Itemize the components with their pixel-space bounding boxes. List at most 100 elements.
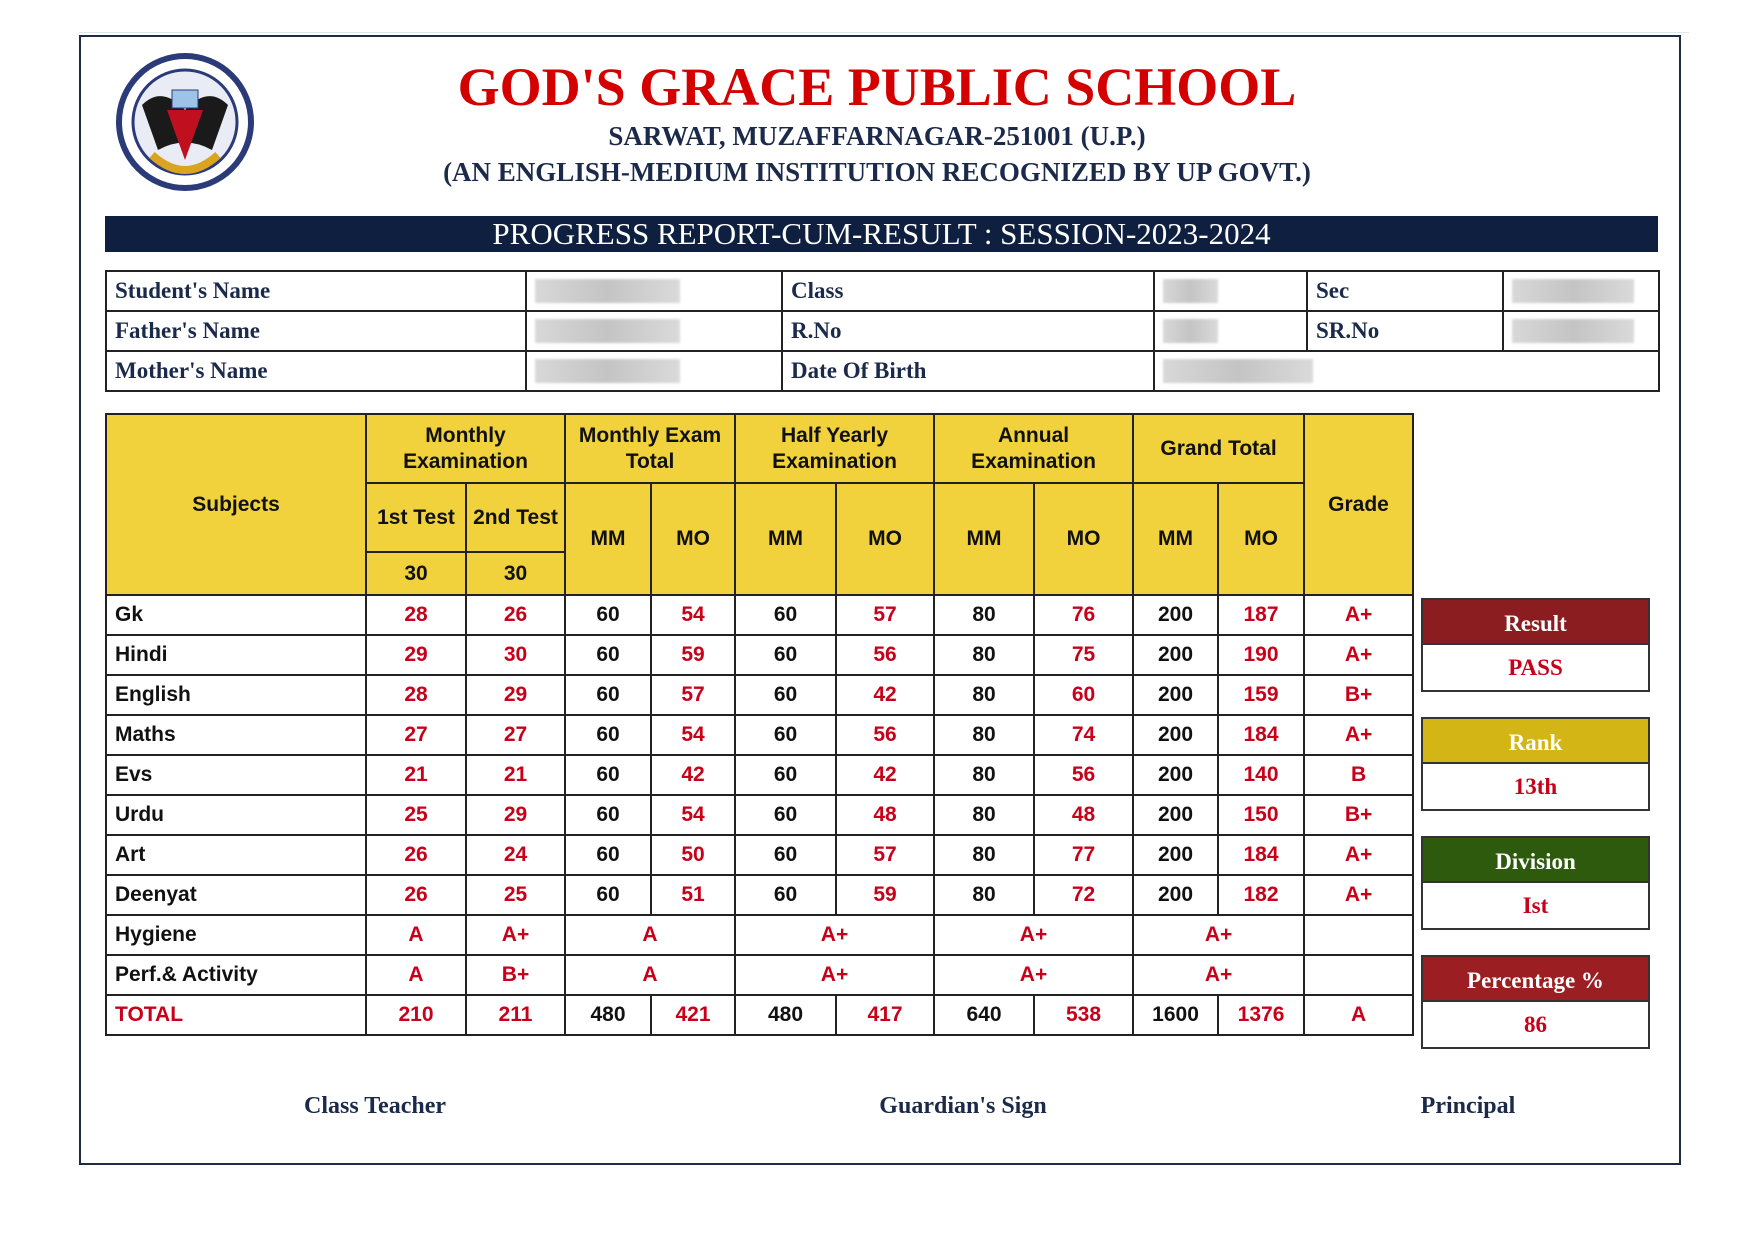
header-cell: Grand Total	[1132, 413, 1306, 484]
mark-cell: 27	[365, 714, 467, 756]
mark-cell: 76	[1033, 594, 1135, 636]
mark-cell: 140	[1217, 754, 1306, 796]
mark-cell: 60	[734, 714, 838, 756]
mark-cell: 50	[649, 834, 737, 876]
info-value	[1502, 270, 1660, 312]
subject-name: Maths	[105, 714, 367, 756]
mark-cell: 200	[1132, 874, 1220, 916]
mark-cell: 28	[365, 594, 467, 636]
mark-cell: 80	[933, 874, 1036, 916]
mark-cell: 60	[734, 874, 838, 916]
mark-cell: 25	[465, 874, 566, 916]
mark-cell: 60	[734, 834, 838, 876]
mark-cell: 187	[1217, 594, 1306, 636]
mark-cell: 26	[365, 874, 467, 916]
mark-cell: 54	[649, 794, 737, 836]
info-label: Date Of Birth	[781, 350, 1155, 392]
mark-cell: 57	[835, 834, 936, 876]
header-cell: MM	[1132, 482, 1220, 596]
summary-value: Ist	[1421, 883, 1650, 930]
mark-cell: 56	[835, 634, 936, 676]
grade-cell: A+	[1132, 954, 1306, 996]
info-label: Mother's Name	[105, 350, 527, 392]
summary-label: Division	[1421, 836, 1650, 883]
info-label: SR.No	[1306, 310, 1504, 352]
header-row: 30 30	[106, 551, 1413, 596]
mark-cell: A+	[1303, 594, 1415, 636]
mark-cell: 26	[365, 834, 467, 876]
redacted	[1512, 319, 1634, 343]
mark-cell: 26	[465, 594, 566, 636]
mark-cell: 210	[365, 994, 467, 1036]
mark-cell: 480	[564, 994, 652, 1036]
mark-cell: 60	[734, 794, 838, 836]
grade-cell: A+	[734, 914, 936, 956]
grade-cell: A+	[933, 954, 1135, 996]
header-cell: MO	[649, 482, 737, 596]
mark-cell: 59	[835, 874, 936, 916]
mark-cell: 29	[465, 794, 566, 836]
subject-name: Deenyat	[105, 874, 367, 916]
redacted	[1163, 319, 1218, 343]
summary-value: 13th	[1421, 764, 1650, 811]
school-logo	[116, 53, 254, 191]
grade-cell: A+	[734, 954, 936, 996]
info-value	[1153, 350, 1660, 392]
subject-row: Art 26 24 60 50 60 57 80 77 200 184 A+	[105, 834, 1415, 876]
mark-cell: 480	[734, 994, 838, 1036]
header-cell: Grade	[1303, 413, 1415, 596]
mark-cell: 60	[564, 754, 652, 796]
grade-cell: A+	[1132, 914, 1306, 956]
mark-cell: 80	[933, 794, 1036, 836]
student-info: Student's Name Class Sec Father's Name R.No S…	[105, 270, 1660, 392]
subject-row: Evs 21 21 60 42 60 42 80 56 200 140 B	[105, 754, 1415, 796]
mark-cell: 59	[649, 634, 737, 676]
mark-cell: 200	[1132, 794, 1220, 836]
info-value	[1153, 270, 1308, 312]
signature-label: Principal	[1420, 1093, 1516, 1119]
mark-cell: 21	[365, 754, 467, 796]
mark-cell: 42	[835, 754, 936, 796]
header-cell: 2nd Test	[465, 482, 566, 553]
header-cell: Subjects	[105, 413, 367, 596]
mark-cell: 200	[1132, 674, 1220, 716]
mark-cell: 54	[649, 594, 737, 636]
grade-cell: A	[563, 954, 737, 996]
subject-row: Hindi 29 30 60 59 60 56 80 75 200 190 A+	[105, 634, 1415, 676]
redacted	[535, 359, 680, 383]
mark-cell: 60	[734, 594, 838, 636]
recognition: (AN ENGLISH-MEDIUM INSTITUTION RECOGNIZE…	[443, 157, 1311, 187]
mark-cell: 80	[933, 714, 1036, 756]
redacted	[1512, 279, 1634, 303]
summary-label: Percentage %	[1421, 955, 1650, 1002]
mark-cell: A	[1303, 994, 1415, 1036]
subject-row: Gk 28 26 60 54 60 57 80 76 200 187 A+	[105, 594, 1415, 636]
mark-cell: 60	[564, 874, 652, 916]
mark-cell: 60	[564, 794, 652, 836]
mark-cell: 184	[1217, 834, 1306, 876]
subject-name: Gk	[105, 594, 367, 636]
mark-cell: 200	[1132, 754, 1220, 796]
info-value	[525, 350, 783, 392]
empty-cell	[1303, 914, 1415, 956]
info-value	[525, 270, 783, 312]
header-row: Subjects Monthly Examination Monthly Exam …	[105, 413, 1415, 596]
header-cell: MM	[564, 482, 652, 596]
subject-name: Evs	[105, 754, 367, 796]
mark-cell: 56	[1033, 754, 1135, 796]
header-row: 1st Test 2nd Test MM MO MM MO MM MO MM MO	[106, 482, 1413, 596]
redacted	[535, 319, 680, 343]
mark-cell: 56	[835, 714, 936, 756]
subject-name: Urdu	[105, 794, 367, 836]
mark-cell: 538	[1033, 994, 1135, 1036]
subject-name: Perf.& Activity	[105, 954, 367, 996]
mark-cell: 80	[933, 634, 1036, 676]
mark-cell: 60	[734, 674, 838, 716]
info-row: Student's Name Class Sec	[105, 270, 1660, 312]
mark-cell: 200	[1132, 714, 1220, 756]
grade-cell: A+	[465, 914, 566, 956]
info-label: R.No	[781, 310, 1155, 352]
page-border	[79, 35, 1681, 1165]
mark-cell: 60	[564, 834, 652, 876]
